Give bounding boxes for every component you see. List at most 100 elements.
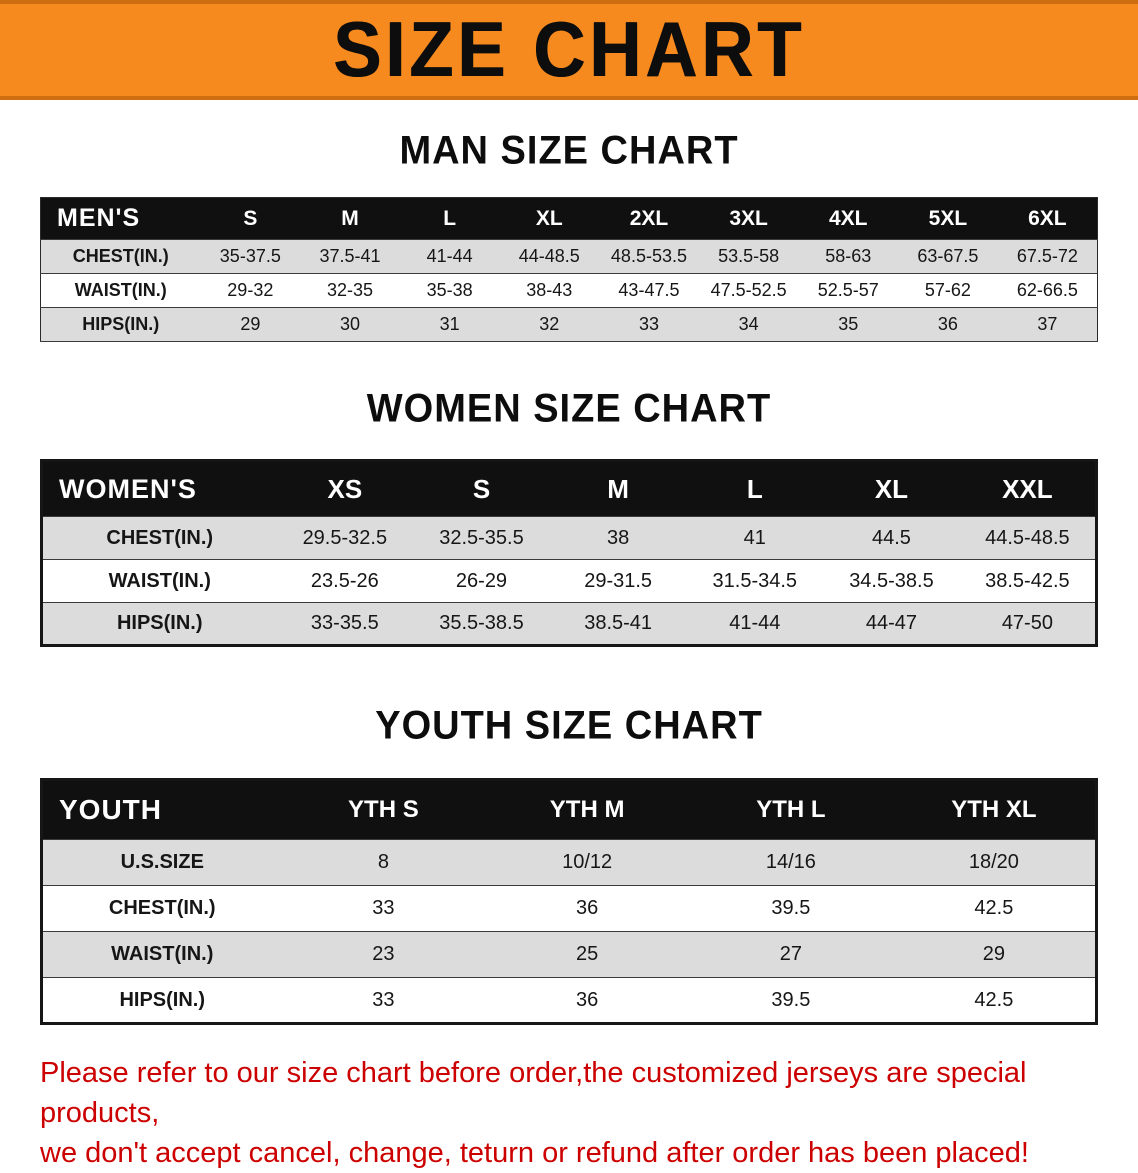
size-value-cell: 31.5-34.5 [712, 569, 798, 592]
size-chart-banner: SIZE CHART [0, 0, 1138, 100]
size-value-cell: 42.5 [974, 897, 1014, 919]
size-value-cell: 44-47 [865, 612, 918, 634]
size-value-cell: 38.5-42.5 [985, 569, 1070, 592]
row-label-cell: CHEST(IN.) [108, 897, 216, 919]
youth-section-heading: YOUTH SIZE CHART [375, 703, 763, 749]
size-value-cell: 36 [576, 988, 599, 1011]
men-size-chart-section: MAN SIZE CHART MEN'S S M L XL 2XL 3XL 4XL 5XL 6XL… [0, 128, 1138, 342]
table-row: CHEST(IN.) 35-37.5 37.5-41 41-44 44-48.5 48.5… [40, 239, 1098, 274]
size-value-cell: 32-35 [326, 280, 373, 300]
size-value-cell: 18/20 [968, 851, 1019, 873]
size-column-header: XL [499, 197, 600, 240]
size-value-cell: 41-44 [729, 612, 781, 634]
size-column-header: YTH XL [892, 779, 1097, 840]
table-row: WAIST(IN.) 23 25 27 29 [41, 931, 1097, 978]
size-value-cell: 35.5-38.5 [439, 612, 524, 634]
size-value-cell: 41 [743, 526, 766, 549]
table-title-cell: YOUTH [41, 779, 282, 840]
size-value-cell: 44.5 [871, 526, 911, 549]
size-value-cell: 43-47.5 [618, 280, 680, 300]
size-value-cell: 38 [607, 526, 630, 549]
men-section-heading: MAN SIZE CHART [399, 128, 739, 174]
size-value-cell: 39.5 [771, 988, 811, 1011]
row-label-cell: WAIST(IN.) [74, 280, 167, 300]
row-label-cell: HIPS(IN.) [82, 314, 160, 334]
size-value-cell: 29 [240, 314, 261, 334]
size-column-header: YTH S [281, 779, 486, 840]
size-value-cell: 23.5-26 [310, 569, 379, 592]
size-value-cell: 36 [937, 314, 958, 334]
women-size-table: WOMEN'S XS S M L XL XXL CHEST(IN.) 29.5-32.5 32.5… [40, 459, 1098, 647]
size-value-cell: 58-63 [825, 246, 872, 266]
size-value-cell: 42.5 [974, 988, 1014, 1011]
size-column-header: S [200, 197, 301, 240]
women-section-heading: WOMEN SIZE CHART [366, 386, 772, 432]
row-label-cell: U.S.SIZE [120, 851, 204, 873]
size-value-cell: 39.5 [771, 897, 811, 919]
size-value-cell: 29.5-32.5 [302, 526, 388, 549]
size-value-cell: 30 [339, 314, 360, 334]
size-value-cell: 62-66.5 [1016, 280, 1078, 300]
size-value-cell: 29-31.5 [584, 569, 653, 592]
size-column-header: M [300, 197, 400, 240]
table-row: HIPS(IN.) 33 36 39.5 42.5 [41, 977, 1097, 1024]
size-value-cell: 35-37.5 [219, 246, 281, 266]
size-column-header: YTH L [689, 779, 893, 840]
table-title-cell: MEN'S [40, 197, 201, 240]
size-column-header: S [413, 460, 550, 517]
order-disclaimer: Please refer to our size chart before or… [40, 1053, 1100, 1173]
size-column-header: XXL [959, 460, 1097, 517]
size-value-cell: 47.5-52.5 [710, 280, 787, 300]
size-value-cell: 34.5-38.5 [849, 569, 934, 592]
size-value-cell: 63-67.5 [917, 246, 979, 266]
size-column-header: 5XL [898, 197, 998, 240]
size-value-cell: 47-50 [1001, 612, 1053, 634]
size-value-cell: 23 [372, 943, 395, 965]
banner-title: SIZE CHART [333, 6, 805, 94]
row-label-cell: HIPS(IN.) [116, 612, 203, 634]
size-column-header: L [686, 460, 824, 517]
size-value-cell: 44-48.5 [518, 246, 580, 266]
size-column-header: YTH M [485, 779, 689, 840]
table-row: WAIST(IN.) 23.5-26 26-29 29-31.5 31.5-34.5 34… [41, 559, 1097, 603]
size-value-cell: 37.5-41 [319, 246, 381, 266]
table-row: U.S.SIZE 8 10/12 14/16 18/20 [41, 839, 1097, 886]
row-label-cell: CHEST(IN.) [72, 246, 169, 266]
row-label-cell: WAIST(IN.) [108, 569, 211, 592]
disclaimer-line-2: we don't accept cancel, change, teturn o… [40, 1137, 1029, 1170]
size-value-cell: 52.5-57 [817, 280, 879, 300]
size-column-header: 2XL [599, 197, 699, 240]
size-value-cell: 36 [576, 897, 599, 919]
disclaimer-line-1: Please refer to our size chart before or… [40, 1057, 1027, 1130]
size-value-cell: 32.5-35.5 [439, 526, 524, 549]
size-column-header: XS [276, 460, 414, 517]
size-value-cell: 48.5-53.5 [610, 246, 687, 266]
size-value-cell: 29-32 [227, 280, 274, 300]
table-row: CHEST(IN.) 33 36 39.5 42.5 [41, 885, 1097, 932]
header-row: MEN'S S M L XL 2XL 3XL 4XL 5XL 6XL [40, 197, 1098, 240]
size-column-header: 6XL [997, 197, 1098, 240]
size-value-cell: 10/12 [562, 851, 613, 873]
header-row: YOUTH YTH S YTH M YTH L YTH XL [41, 779, 1097, 840]
size-value-cell: 38-43 [526, 280, 573, 300]
table-row: WAIST(IN.) 29-32 32-35 35-38 38-43 43-47.5 47.… [40, 273, 1098, 308]
row-label-cell: HIPS(IN.) [119, 988, 206, 1011]
size-value-cell: 33 [372, 988, 395, 1011]
men-size-table: MEN'S S M L XL 2XL 3XL 4XL 5XL 6XL CHEST(IN.) 35-37… [40, 197, 1098, 342]
size-value-cell: 35-38 [426, 280, 473, 300]
size-value-cell: 38.5-41 [584, 612, 653, 634]
size-value-cell: 33-35.5 [310, 612, 379, 634]
size-value-cell: 32 [539, 314, 560, 334]
size-value-cell: 33 [372, 897, 395, 919]
size-value-cell: 26-29 [455, 569, 508, 592]
header-row: WOMEN'S XS S M L XL XXL [41, 460, 1097, 517]
size-value-cell: 33 [638, 314, 659, 334]
size-value-cell: 31 [439, 314, 460, 334]
table-row: HIPS(IN.) 29 30 31 32 33 34 35 36 37 [40, 307, 1098, 342]
size-value-cell: 44.5-48.5 [985, 526, 1070, 549]
table-title-cell: WOMEN'S [41, 460, 277, 517]
size-value-cell: 29 [982, 943, 1005, 965]
size-column-header: XL [823, 460, 960, 517]
size-value-cell: 8 [377, 851, 389, 873]
women-size-chart-section: WOMEN SIZE CHART WOMEN'S XS S M L XL XXL CHEST(… [0, 386, 1138, 647]
